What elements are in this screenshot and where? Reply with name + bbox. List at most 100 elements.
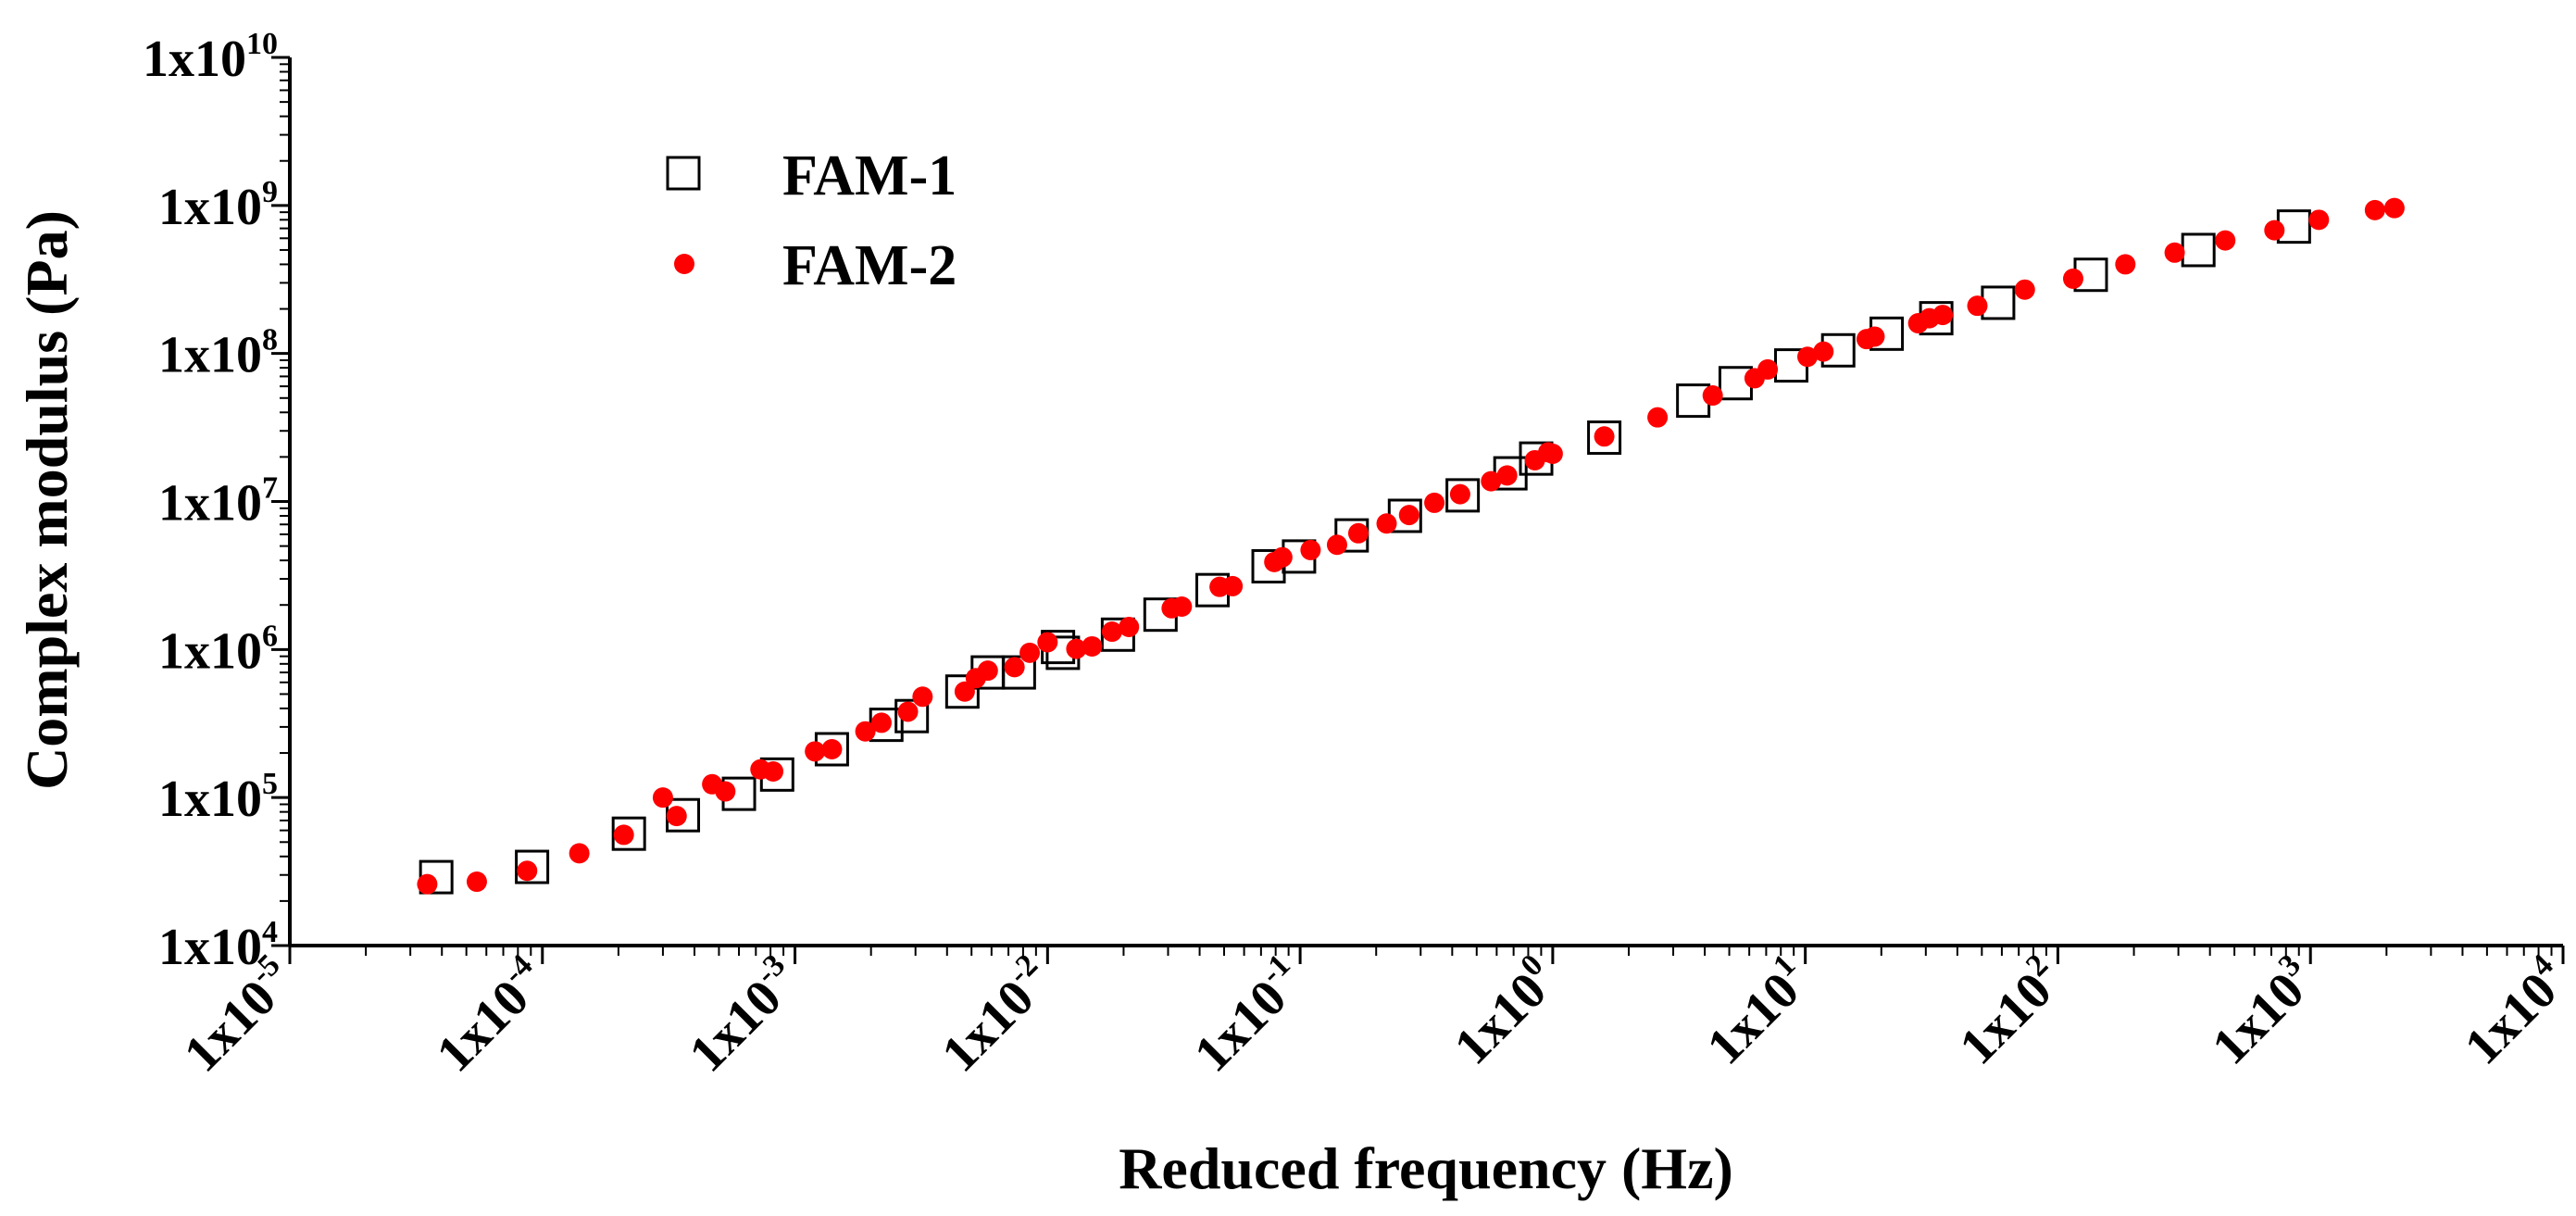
series-layer	[417, 197, 2405, 895]
data-point-fam-1	[611, 816, 646, 851]
y-tick-label-exponent: 5	[262, 767, 278, 801]
legend-label-fam-1: FAM-1	[782, 144, 957, 207]
data-point-fam-2	[1376, 513, 1397, 534]
y-tick-label: 1x108	[158, 323, 278, 384]
data-point-fam-2	[1271, 546, 1293, 568]
data-point-fam-2	[1398, 505, 1419, 526]
x-tick-label: 1x103	[2199, 948, 2327, 1076]
y-tick-label-exponent: 7	[262, 471, 278, 506]
data-point-fam-2	[417, 873, 438, 895]
data-point-fam-2	[1932, 305, 1954, 326]
x-tick-label: 1x10-3	[676, 948, 811, 1084]
x-tick-label: 1x10-1	[1181, 948, 1316, 1084]
series-fam-1	[419, 209, 2311, 895]
data-point-fam-2	[1004, 657, 1025, 678]
data-point-fam-2	[1424, 492, 1445, 513]
y-tick-label-base: 1x10	[158, 179, 262, 236]
data-point-fam-2	[2264, 219, 2285, 241]
data-point-fam-2	[2063, 268, 2084, 289]
data-point-fam-1	[894, 698, 930, 733]
data-point-fam-2	[2164, 242, 2185, 263]
legend: FAM-1 FAM-2	[666, 144, 957, 297]
data-point-fam-2	[2364, 199, 2385, 220]
y-tick-label: 1x104	[158, 915, 278, 976]
data-point-fam-2	[1967, 295, 1988, 317]
x-ticks	[288, 946, 2565, 964]
data-point-fam-1	[944, 674, 980, 709]
y-tick-label-base: 1x10	[158, 622, 262, 680]
y-axis-title: Complex modulus (Pa)	[14, 210, 80, 790]
data-point-fam-2	[1594, 426, 1615, 447]
data-point-fam-2	[870, 712, 892, 733]
data-point-fam-2	[1326, 534, 1347, 556]
y-tick-label-base: 1x10	[143, 31, 246, 88]
data-point-fam-2	[805, 741, 826, 762]
data-point-fam-2	[652, 787, 673, 809]
data-point-fam-2	[855, 721, 876, 742]
data-point-fam-2	[977, 660, 998, 682]
data-point-fam-2	[1797, 346, 1819, 368]
data-point-fam-2	[1813, 341, 1834, 362]
data-point-fam-2	[1037, 632, 1058, 653]
y-tick-label: 1x106	[158, 619, 278, 680]
x-axis-title: Reduced frequency (Hz)	[1119, 1135, 1733, 1201]
data-point-fam-1	[1587, 420, 1622, 456]
y-tick-label: 1x105	[158, 767, 278, 828]
y-tick-label-exponent: 4	[262, 915, 278, 949]
data-point-fam-1	[1981, 285, 2016, 320]
data-point-fam-2	[569, 843, 590, 864]
data-point-fam-2	[1702, 385, 1723, 407]
series-fam-2	[417, 197, 2405, 895]
data-point-fam-2	[2383, 197, 2405, 219]
data-point-fam-1	[1001, 655, 1036, 690]
y-tick-label-exponent: 9	[262, 175, 278, 209]
data-point-fam-2	[517, 860, 538, 882]
data-point-fam-2	[1496, 465, 1518, 486]
data-point-fam-2	[2215, 230, 2236, 251]
y-tick-label: 1x1010	[143, 27, 278, 88]
data-point-fam-2	[613, 824, 634, 846]
data-point-fam-2	[2115, 254, 2136, 275]
data-point-fam-1	[2181, 232, 2216, 268]
x-tick-labels: 1x10-5 1x10-4 1x10-3 1x10-2 1x10-1 1x100 1x101…	[173, 948, 2576, 1084]
x-tick-label: 1x10-2	[929, 948, 1064, 1084]
data-point-fam-1	[1445, 478, 1481, 513]
data-point-fam-2	[1019, 642, 1041, 663]
data-point-fam-2	[1300, 539, 1321, 560]
data-point-fam-2	[1647, 407, 1669, 428]
data-point-fam-2	[2308, 209, 2330, 231]
data-point-fam-2	[821, 739, 843, 760]
data-point-fam-2	[1347, 522, 1369, 544]
x-tick-label: 1x10-4	[423, 948, 558, 1084]
y-tick-label-base: 1x10	[158, 919, 262, 976]
data-point-fam-2	[1101, 621, 1122, 643]
x-tick-label: 1x101	[1694, 948, 1821, 1076]
data-point-fam-2	[1757, 358, 1779, 380]
data-point-fam-2	[912, 686, 933, 708]
data-point-fam-1	[515, 849, 550, 884]
data-point-fam-2	[1119, 616, 1140, 637]
data-point-fam-2	[1449, 483, 1470, 505]
x-tick-label: 1x100	[1441, 948, 1569, 1076]
data-point-fam-2	[1082, 635, 1103, 657]
y-tick-label-exponent: 6	[262, 619, 278, 653]
y-tick-label-base: 1x10	[158, 327, 262, 384]
data-point-fam-2	[2014, 279, 2035, 300]
y-tick-label-exponent: 10	[246, 27, 278, 61]
data-point-fam-2	[1066, 638, 1087, 659]
legend-marker-fam-1	[666, 156, 701, 191]
y-tick-label: 1x107	[158, 471, 278, 533]
data-point-fam-2	[897, 701, 919, 722]
x-tick-label: 1x102	[1946, 948, 2074, 1076]
data-point-fam-2	[1222, 575, 1244, 596]
y-tick-label-exponent: 8	[262, 323, 278, 357]
data-point-fam-2	[1481, 470, 1502, 492]
data-point-fam-2	[954, 681, 975, 702]
data-point-fam-2	[1171, 595, 1193, 617]
x-tick-label: 1x104	[2451, 948, 2576, 1076]
y-tick-label-base: 1x10	[158, 771, 262, 828]
data-point-fam-2	[666, 806, 687, 827]
data-point-fam-2	[466, 871, 487, 893]
